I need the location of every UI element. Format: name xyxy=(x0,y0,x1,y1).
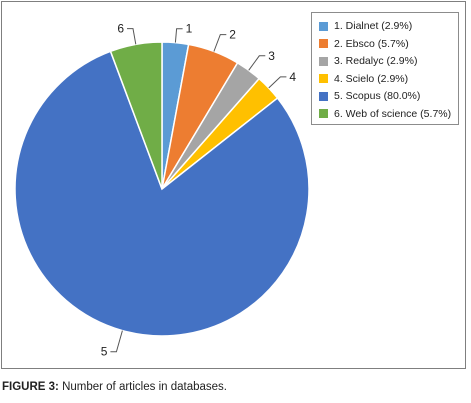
slice-label-5: 5 xyxy=(101,345,108,359)
legend-label: 4. Scielo (2.9%) xyxy=(334,72,409,85)
figure-caption-text: Number of articles in databases. xyxy=(58,381,227,393)
slice-label-6: 6 xyxy=(117,22,124,36)
legend-swatch xyxy=(319,56,328,66)
legend-label: 2. Ebsco (5.7%) xyxy=(334,37,409,50)
pie-slice-5 xyxy=(14,50,310,337)
figure-caption: FIGURE 3: Number of articles in database… xyxy=(2,381,227,393)
legend-item-3: 3. Redalyc (2.9%) xyxy=(319,54,417,68)
legend-item-4: 4. Scielo (2.9%) xyxy=(319,72,408,86)
slice-label-3: 3 xyxy=(268,49,275,63)
legend-label: 3. Redalyc (2.9%) xyxy=(334,55,418,67)
leader-line-6 xyxy=(127,28,137,45)
legend-item-5: 5. Scopus (80.0%) xyxy=(319,89,420,103)
leader-line-2 xyxy=(213,34,227,52)
legend-item-1: 1. Dialnet (2.9%) xyxy=(319,19,412,33)
leader-line-3 xyxy=(248,55,266,71)
legend-label: 5. Scopus (80.0%) xyxy=(334,90,421,102)
leader-line-4 xyxy=(268,76,287,89)
leader-line-5 xyxy=(110,330,123,353)
pie-chart: 1 2 34 5 6 xyxy=(14,22,310,359)
legend-item-2: 2. Ebsco (5.7%) xyxy=(319,37,409,51)
slice-label-1: 1 xyxy=(186,22,193,36)
legend-item-6: 6. Web of science (5.7%) xyxy=(319,107,451,121)
pie-slice-6 xyxy=(109,41,163,190)
leader-line-1 xyxy=(174,28,183,43)
slice-label-4: 4 xyxy=(289,70,296,84)
legend-swatch xyxy=(319,39,328,48)
legend-swatch xyxy=(319,91,328,101)
chart-legend: 1. Dialnet (2.9%) 2. Ebsco (5.7%) 3. Redal… xyxy=(311,12,459,125)
legend-label: 1. Dialnet (2.9%) xyxy=(334,20,413,32)
slice-label-2: 2 xyxy=(229,28,236,42)
legend-swatch xyxy=(319,74,328,83)
legend-swatch xyxy=(319,21,328,31)
legend-label: 6. Web of science (5.7%) xyxy=(334,107,452,120)
figure-label: FIGURE 3: xyxy=(2,381,59,393)
legend-swatch xyxy=(319,109,328,118)
